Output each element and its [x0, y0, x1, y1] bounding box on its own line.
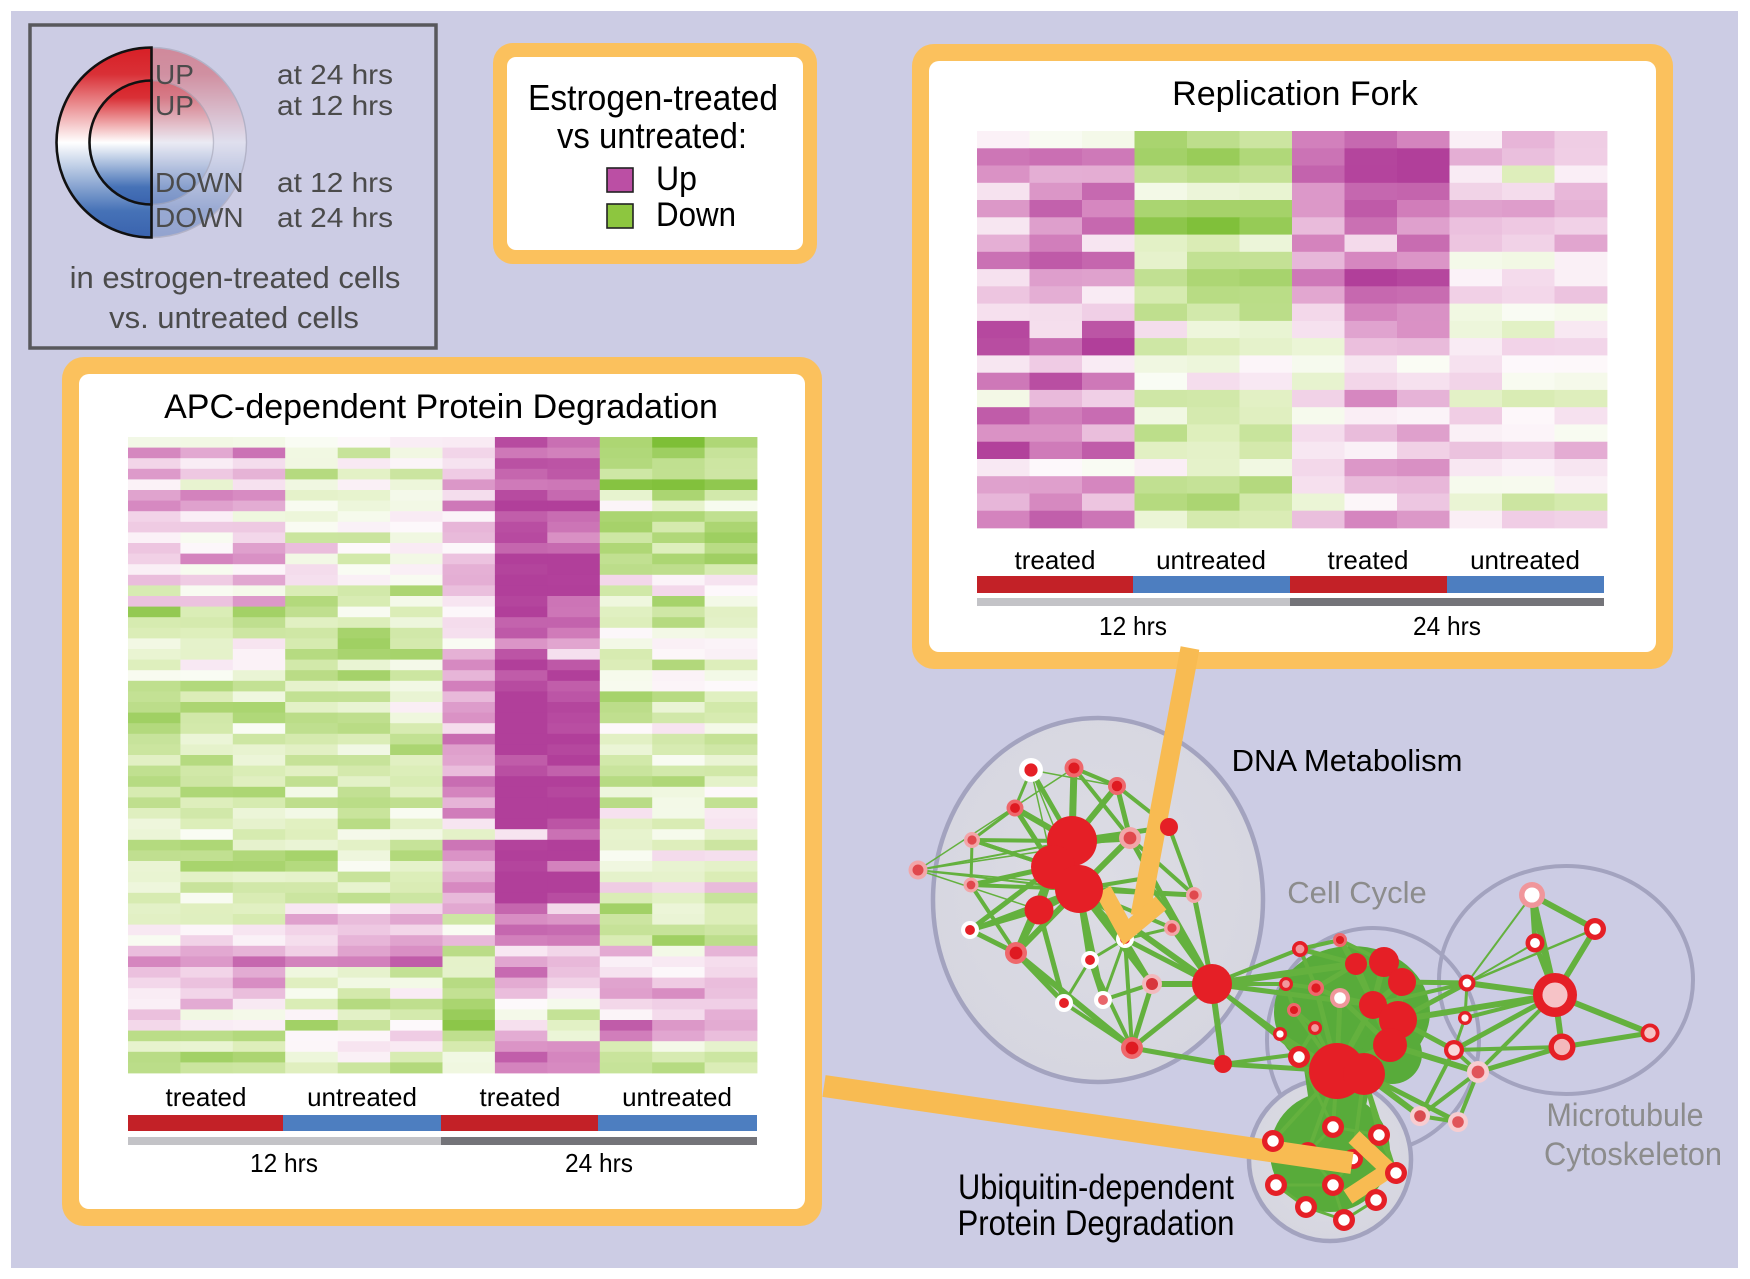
svg-text:Replication Fork: Replication Fork [1172, 75, 1419, 113]
svg-text:treated: treated [1328, 545, 1409, 575]
svg-text:Down: Down [656, 196, 736, 234]
svg-text:at 24 hrs: at 24 hrs [277, 59, 393, 90]
svg-text:vs untreated:: vs untreated: [557, 115, 747, 156]
svg-text:24 hrs: 24 hrs [565, 1148, 633, 1178]
svg-text:untreated: untreated [622, 1082, 732, 1112]
svg-text:at 12 hrs: at 12 hrs [277, 167, 393, 198]
svg-text:APC-dependent Protein Degradat: APC-dependent Protein Degradation [164, 388, 718, 426]
svg-text:DOWN: DOWN [155, 167, 244, 198]
svg-text:untreated: untreated [307, 1082, 417, 1112]
svg-text:at 12 hrs: at 12 hrs [277, 90, 393, 121]
svg-text:Cell Cycle: Cell Cycle [1287, 875, 1427, 910]
svg-text:treated: treated [166, 1082, 247, 1112]
svg-text:untreated: untreated [1470, 545, 1580, 575]
svg-text:treated: treated [480, 1082, 561, 1112]
svg-text:Ubiquitin-dependent: Ubiquitin-dependent [958, 1168, 1234, 1207]
svg-text:treated: treated [1015, 545, 1096, 575]
svg-text:Cytoskeleton: Cytoskeleton [1544, 1136, 1722, 1172]
svg-text:24 hrs: 24 hrs [1413, 611, 1481, 641]
svg-text:12 hrs: 12 hrs [1099, 611, 1167, 641]
svg-text:Estrogen-treated: Estrogen-treated [528, 77, 778, 118]
svg-text:12 hrs: 12 hrs [250, 1148, 318, 1178]
svg-text:at 24 hrs: at 24 hrs [277, 202, 393, 233]
svg-text:vs. untreated cells: vs. untreated cells [109, 300, 359, 335]
svg-text:untreated: untreated [1156, 545, 1266, 575]
svg-text:in estrogen-treated cells: in estrogen-treated cells [70, 260, 401, 295]
svg-text:Up: Up [656, 160, 697, 198]
svg-text:UP: UP [155, 90, 194, 121]
svg-text:DOWN: DOWN [155, 202, 244, 233]
svg-text:Microtubule: Microtubule [1547, 1097, 1704, 1133]
svg-text:DNA Metabolism: DNA Metabolism [1232, 743, 1463, 778]
svg-text:UP: UP [155, 59, 194, 90]
svg-text:Protein Degradation: Protein Degradation [958, 1204, 1235, 1243]
